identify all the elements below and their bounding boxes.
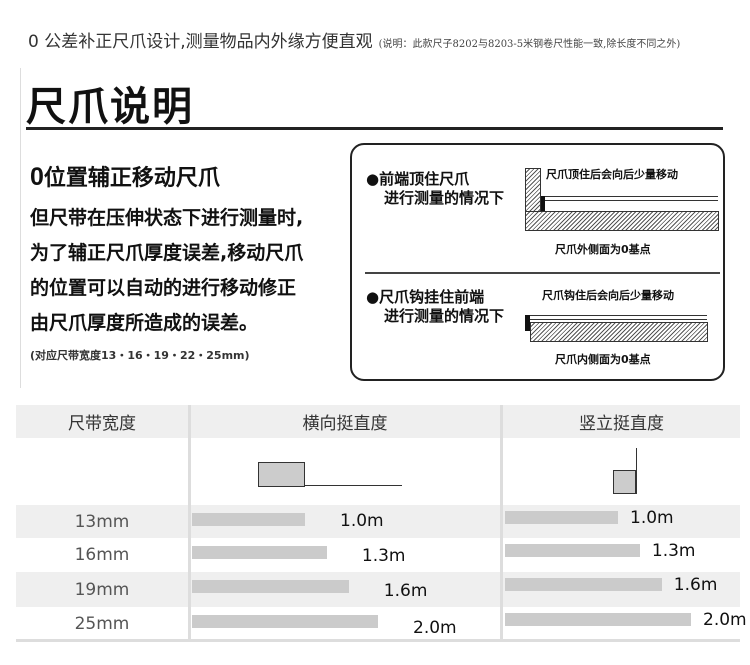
case1-title1: ●前端顶住尺爪 xyxy=(366,170,470,188)
subtitle: 0位置辅正移动尺爪 xyxy=(30,160,220,192)
vertical-bar xyxy=(505,511,618,524)
horizontal-value: 1.6m xyxy=(383,581,428,601)
case2-title2: 进行测量的情况下 xyxy=(384,307,505,325)
hook-icon xyxy=(525,315,530,331)
tape-icon xyxy=(530,315,707,320)
row-bg xyxy=(16,505,740,538)
vertical-bar xyxy=(505,544,640,557)
divider xyxy=(20,68,21,388)
subtitle-text: 位置辅正移动尺爪 xyxy=(43,166,220,191)
table-bottom-border xyxy=(16,639,740,642)
vertical-icon-line xyxy=(636,448,637,494)
vertical-value: 1.3m xyxy=(651,541,696,561)
desc-line: 的位置可以自动的进行移动修正 xyxy=(30,277,297,299)
diagram-divider xyxy=(365,272,720,274)
width-note: (对应尺带宽度13・16・19・22・25mm) xyxy=(30,349,250,362)
case1-top: 尺爪顶住后会向后少量移动 xyxy=(546,168,678,181)
hook-icon xyxy=(541,196,545,211)
vertical-bar xyxy=(505,613,691,626)
vertical-icon xyxy=(613,470,636,494)
header-main: 0 公差补正尺爪设计,测量物品内外缘方便直观 xyxy=(28,32,373,52)
case2-bottom: 尺爪内侧面为0基点 xyxy=(555,353,651,366)
header-vertical: 竖立挺直度 xyxy=(579,414,664,434)
floor-hatch xyxy=(525,211,719,231)
horizontal-icon-line xyxy=(305,485,402,486)
desc-line: 为了辅正尺爪厚度误差,移动尺爪 xyxy=(30,242,304,264)
section-title: 尺爪说明 xyxy=(26,84,194,130)
vertical-bar xyxy=(505,578,662,591)
horizontal-icon xyxy=(258,462,305,487)
vertical-value: 2.0m xyxy=(703,610,747,630)
header-text: 0 公差补正尺爪设计,测量物品内外缘方便直观 (说明：此款尺子8202与8203-… xyxy=(28,27,680,52)
floor-hatch xyxy=(530,322,708,342)
width-cell: 25mm xyxy=(74,613,130,634)
subtitle-num: 0 xyxy=(30,163,44,191)
desc-line: 由尺爪厚度所造成的误差。 xyxy=(30,312,259,334)
horizontal-bar xyxy=(192,580,349,593)
width-cell: 16mm xyxy=(74,545,130,565)
desc-line: 但尺带在压伸状态下进行测量时, xyxy=(30,207,304,229)
horizontal-value: 2.0m xyxy=(413,617,457,638)
width-cell: 19mm xyxy=(74,579,130,600)
case1-bottom: 尺爪外侧面为0基点 xyxy=(555,243,651,256)
case2-top: 尺爪钩住后会向后少量移动 xyxy=(542,289,674,302)
header-horizontal: 横向挺直度 xyxy=(302,414,388,434)
column-divider xyxy=(500,405,503,640)
header-row xyxy=(16,405,740,438)
horizontal-bar xyxy=(192,513,305,526)
vertical-value: 1.6m xyxy=(673,575,718,595)
header-width: 尺带宽度 xyxy=(68,414,136,434)
column-divider xyxy=(188,405,191,640)
horizontal-value: 1.0m xyxy=(340,511,384,531)
case2-title1: ●尺爪钩挂住前端 xyxy=(366,288,485,306)
horizontal-bar xyxy=(192,615,378,628)
width-cell: 13mm xyxy=(74,511,130,532)
title-underline xyxy=(26,127,723,130)
header-note: (说明：此款尺子8202与8203-5米钢卷尺性能一致,除长度不同之外) xyxy=(378,39,681,50)
horizontal-bar xyxy=(192,546,327,559)
horizontal-value: 1.3m xyxy=(361,545,406,566)
case1-title2: 进行测量的情况下 xyxy=(384,189,505,207)
diagram-box xyxy=(350,143,725,381)
tape-icon xyxy=(545,196,718,201)
vertical-value: 1.0m xyxy=(630,508,674,528)
